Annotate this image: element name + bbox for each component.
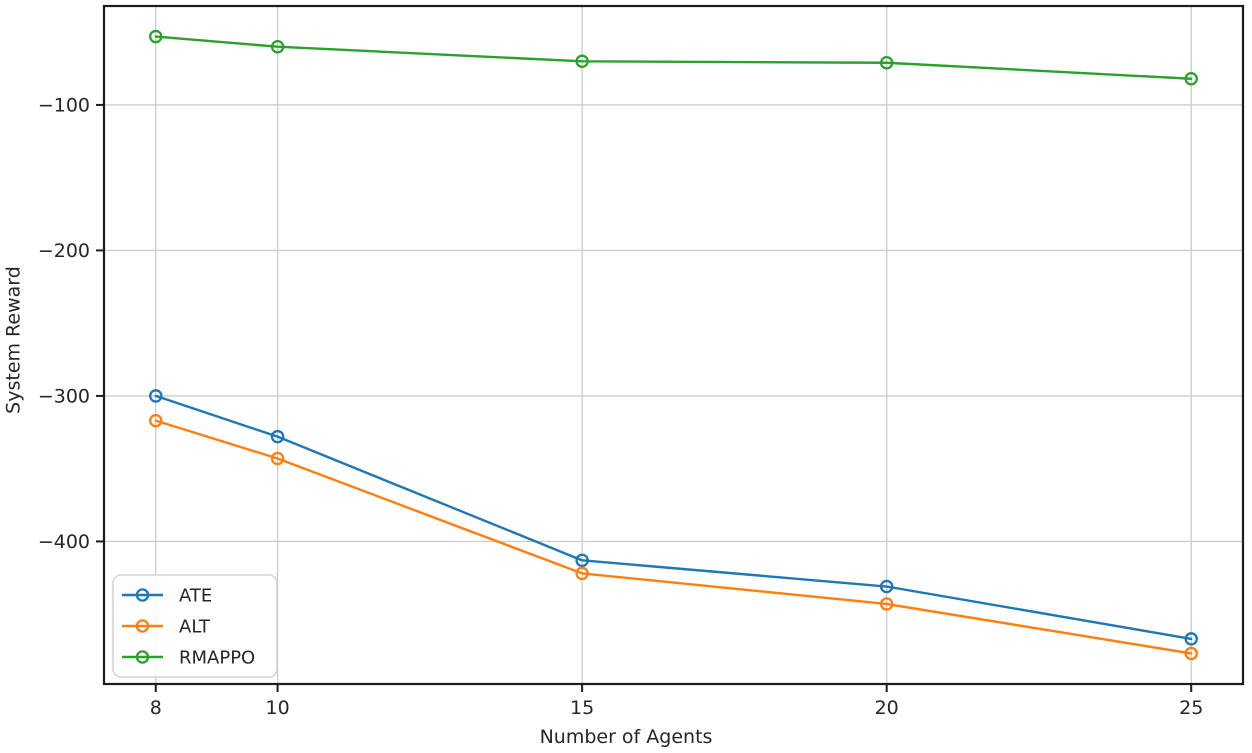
plot-border	[102, 4, 1245, 686]
legend-label: RMAPPO	[179, 648, 255, 669]
y-axis-title: System Reward	[2, 266, 25, 414]
legend-item-alt: ALT	[122, 617, 211, 638]
x-axis-title: Number of Agents	[539, 726, 713, 748]
legend-sample-marker	[135, 588, 150, 602]
data-point-rmappo	[149, 29, 163, 44]
data-point-rmappo	[575, 54, 589, 69]
x-tick-label: 8	[150, 697, 162, 719]
data-point-ate	[879, 579, 894, 594]
legend-sample-marker	[135, 650, 150, 664]
y-tick-label: −100	[38, 94, 90, 116]
x-tick-label: 20	[875, 697, 899, 719]
data-point-rmappo	[1184, 71, 1198, 86]
legend-item-ate: ATE	[122, 586, 212, 607]
data-point-ate	[1184, 632, 1198, 646]
data-point-ate	[270, 429, 285, 444]
x-tick-label: 25	[1179, 697, 1203, 719]
data-point-alt	[1184, 646, 1198, 661]
data-point-ate	[149, 389, 163, 403]
data-point-alt	[149, 413, 163, 428]
y-tick-label: −400	[38, 531, 90, 553]
data-point-rmappo	[270, 39, 285, 54]
legend-box	[112, 574, 278, 678]
data-point-alt	[575, 566, 589, 581]
y-tick-label: −200	[38, 240, 90, 262]
data-point-rmappo	[879, 55, 894, 70]
data-point-alt	[879, 597, 894, 611]
legend-label: ALT	[179, 617, 211, 638]
legend-item-rmappo: RMAPPO	[122, 648, 255, 669]
y-tick-label: −300	[38, 385, 90, 407]
series-line-ate	[154, 394, 1193, 641]
data-point-ate	[575, 553, 589, 568]
x-tick-label: 10	[265, 697, 289, 719]
series-line-alt	[154, 419, 1193, 655]
legend-label: ATE	[179, 586, 212, 607]
data-point-alt	[270, 451, 285, 466]
series-line-rmappo	[154, 35, 1193, 80]
legend-sample-marker	[135, 619, 150, 633]
x-tick-label: 15	[570, 697, 594, 719]
legend: ATE ALT RMAPPO	[112, 574, 278, 678]
